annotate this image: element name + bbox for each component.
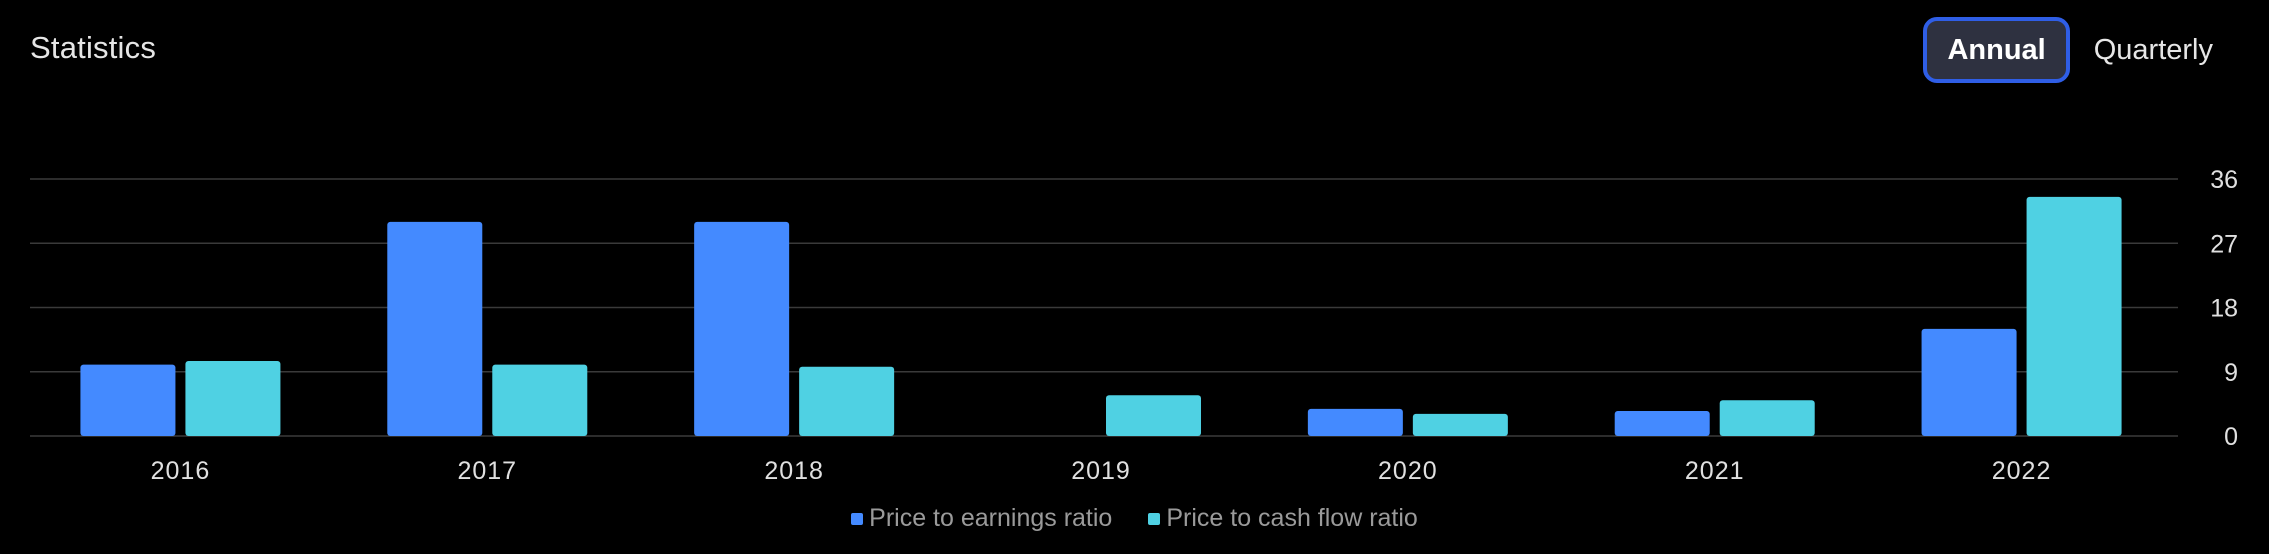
y-tick-label: 18 bbox=[2210, 295, 2238, 323]
legend-item-pcf[interactable]: Price to cash flow ratio bbox=[1148, 504, 1418, 533]
bar-pcf-2017 bbox=[492, 364, 588, 436]
page-title: Statistics bbox=[30, 30, 157, 65]
chart-legend: Price to earnings ratio Price to cash fl… bbox=[0, 504, 2269, 533]
bar-pe-2021 bbox=[1614, 411, 1710, 436]
x-tick-label: 2017 bbox=[457, 457, 517, 485]
x-tick-label: 2016 bbox=[151, 457, 211, 485]
bar-pcf-2016 bbox=[185, 361, 281, 436]
x-tick-label: 2020 bbox=[1378, 457, 1438, 485]
legend-swatch-pe bbox=[851, 512, 864, 525]
bar-pe-2018 bbox=[694, 221, 790, 436]
legend-label-pe: Price to earnings ratio bbox=[869, 504, 1113, 532]
bar-pcf-2018 bbox=[799, 366, 895, 436]
bar-pcf-2020 bbox=[1412, 413, 1508, 436]
x-tick-label: 2021 bbox=[1685, 457, 1745, 485]
bar-pe-2020 bbox=[1307, 408, 1403, 436]
legend-swatch-pcf bbox=[1148, 512, 1161, 525]
legend-label-pcf: Price to cash flow ratio bbox=[1166, 504, 1418, 532]
bar-chart: 0 9 18 27 36 2016 2017 2018 2019 2020 2021 2022 bbox=[30, 166, 2238, 485]
y-tick-label: 36 bbox=[2210, 166, 2238, 194]
y-tick-label: 9 bbox=[2224, 359, 2238, 387]
bar-pcf-2021 bbox=[1719, 400, 1815, 436]
period-toggle: Annual Quarterly bbox=[1923, 17, 2227, 83]
bar-pe-2016 bbox=[80, 364, 176, 436]
bar-pe-2022 bbox=[1921, 328, 2017, 436]
bar-pcf-2019 bbox=[1106, 395, 1201, 436]
bar-pcf-2022 bbox=[2026, 196, 2122, 436]
x-tick-label: 2019 bbox=[1071, 457, 1131, 485]
bar-pe-2017 bbox=[387, 221, 483, 436]
annual-toggle-button[interactable]: Annual bbox=[1923, 17, 2070, 83]
y-tick-label: 0 bbox=[2224, 423, 2238, 451]
quarterly-toggle-button[interactable]: Quarterly bbox=[2080, 17, 2227, 83]
x-tick-label: 2018 bbox=[764, 457, 824, 485]
x-tick-label: 2022 bbox=[1992, 457, 2052, 485]
y-tick-label: 27 bbox=[2210, 230, 2238, 258]
legend-item-pe[interactable]: Price to earnings ratio bbox=[851, 504, 1112, 533]
